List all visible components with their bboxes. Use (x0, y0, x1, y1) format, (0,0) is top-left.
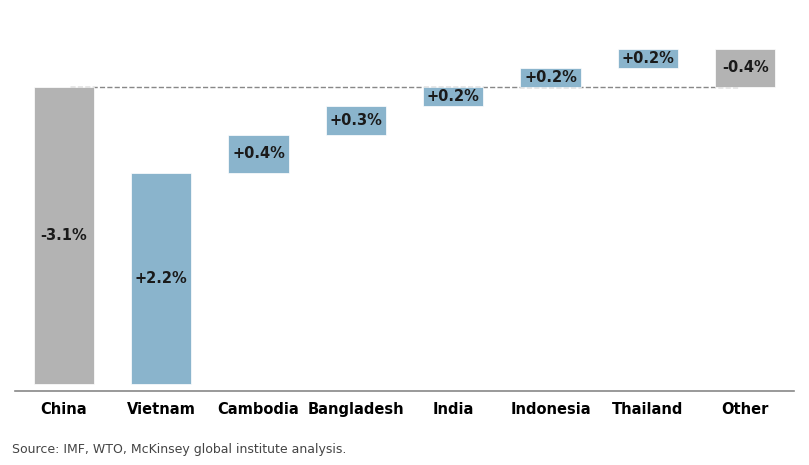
Text: +2.2%: +2.2% (134, 271, 188, 286)
Text: +0.4%: +0.4% (232, 146, 285, 161)
Bar (618, 48, 678, 68)
Bar (131, 173, 191, 384)
Text: +0.2%: +0.2% (621, 51, 675, 66)
Bar (423, 87, 483, 106)
Text: -0.4%: -0.4% (722, 60, 769, 75)
Text: -3.1%: -3.1% (40, 228, 87, 243)
Text: +0.2%: +0.2% (427, 89, 480, 104)
Text: +0.2%: +0.2% (524, 70, 577, 85)
Bar (228, 135, 289, 173)
Text: +0.3%: +0.3% (329, 113, 382, 128)
Bar (715, 48, 776, 87)
Text: Source: IMF, WTO, McKinsey global institute analysis.: Source: IMF, WTO, McKinsey global instit… (12, 443, 346, 456)
Bar (520, 68, 581, 87)
Bar (33, 87, 94, 384)
Bar (326, 106, 386, 135)
